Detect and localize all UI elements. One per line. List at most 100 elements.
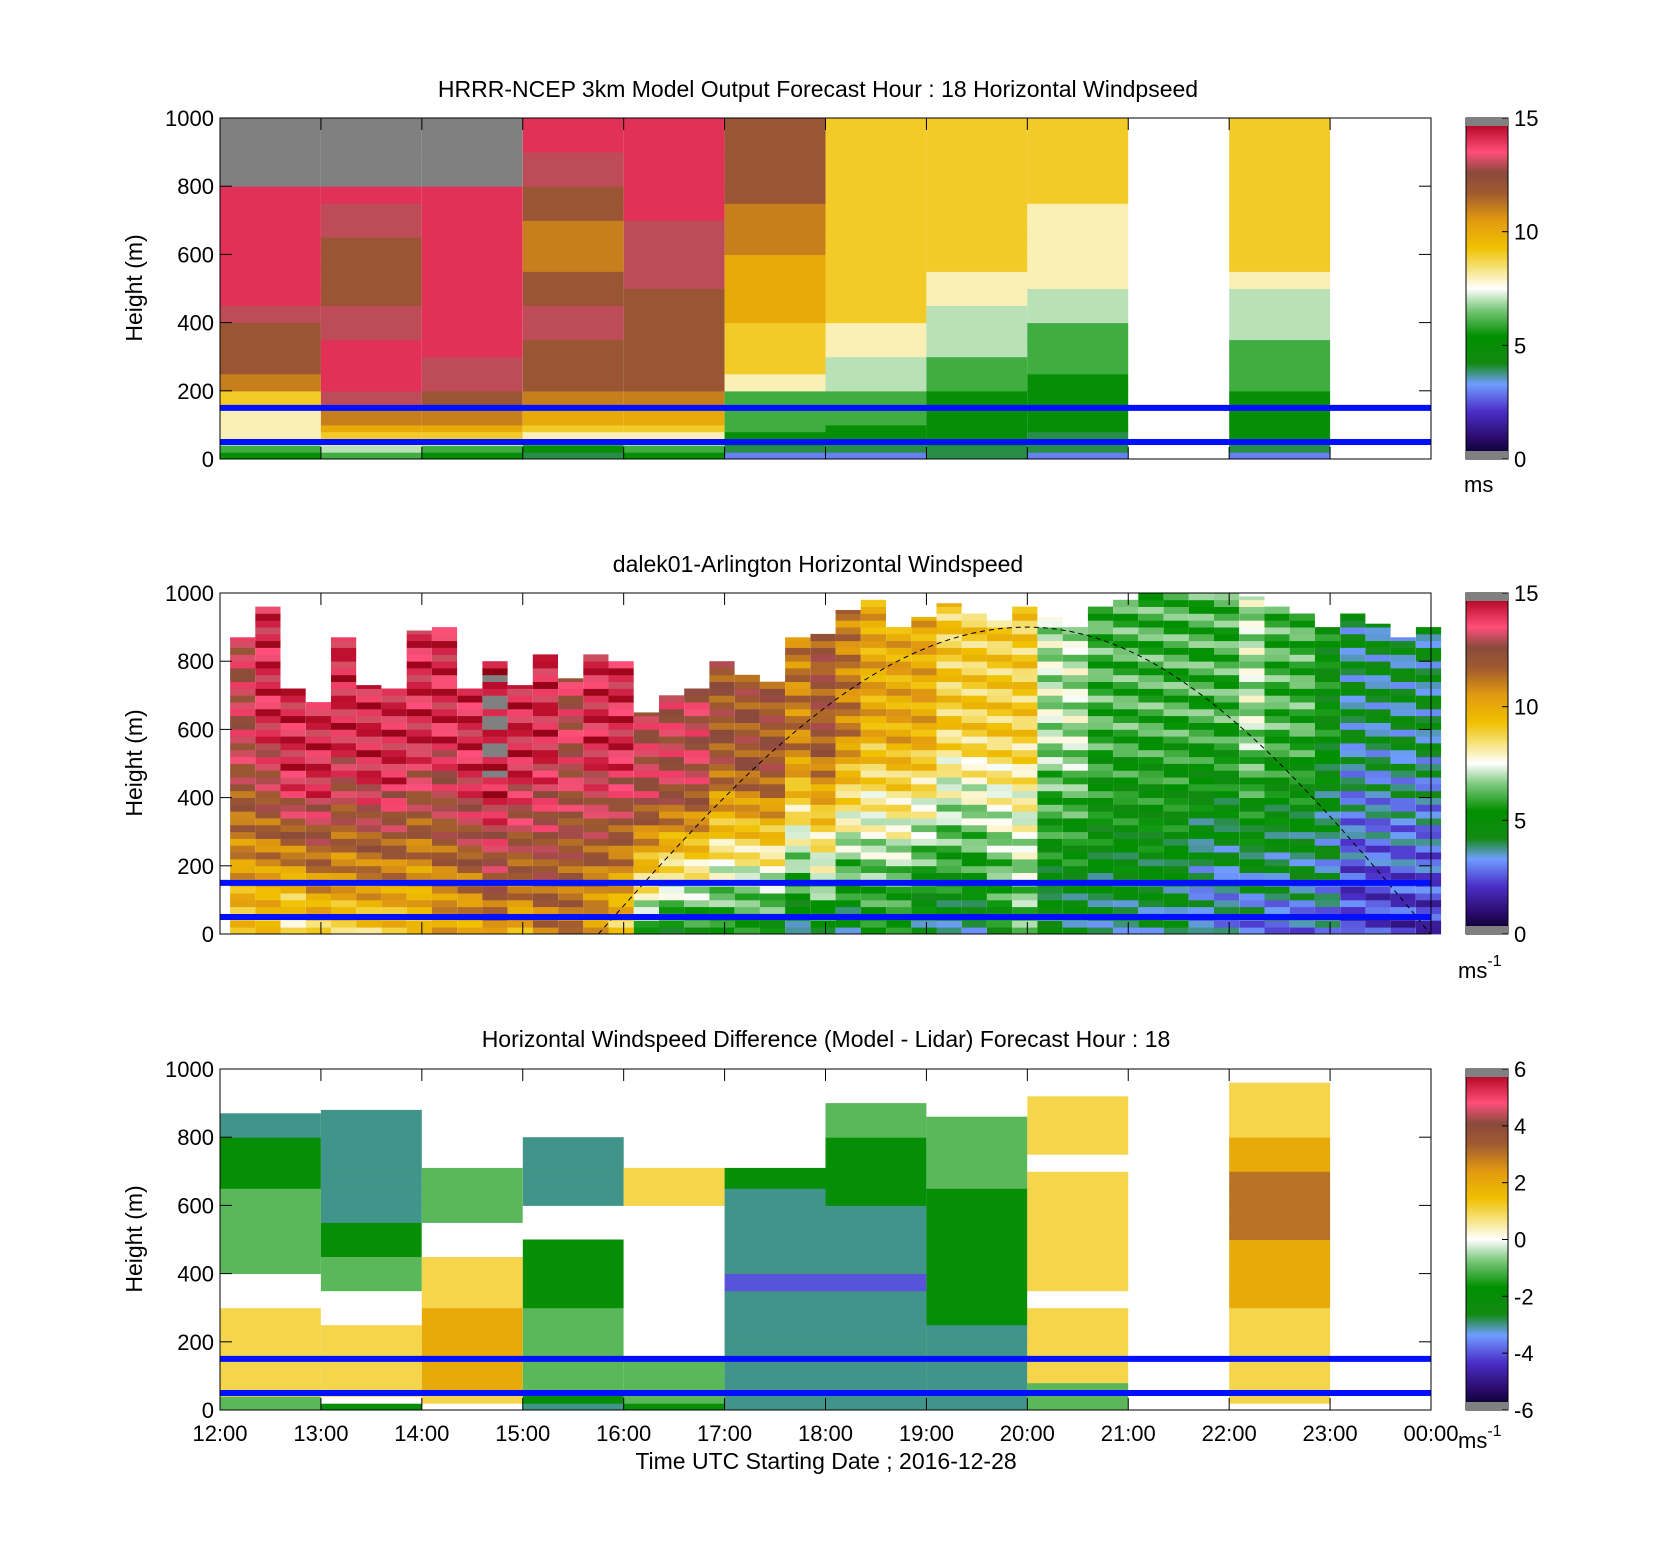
lidar-cell — [1214, 865, 1240, 873]
lidar-cell — [835, 702, 861, 710]
difference-cell — [623, 1205, 725, 1223]
difference-cell — [623, 1188, 725, 1206]
lidar-cell — [1390, 893, 1416, 901]
difference-cell — [522, 1324, 624, 1343]
lidar-cell — [961, 715, 987, 723]
difference-cell — [320, 1341, 422, 1360]
model-cell — [623, 373, 725, 392]
lidar-cell — [255, 674, 281, 682]
lidar-cell — [709, 920, 735, 928]
lidar-cell — [835, 893, 861, 901]
lidar-cell — [961, 893, 987, 901]
x-tick-label: 16:00 — [596, 1421, 651, 1446]
lidar-cell — [1113, 715, 1139, 723]
model-cell — [926, 237, 1028, 255]
lidar-cell — [633, 899, 659, 908]
lidar-cell — [1264, 777, 1290, 785]
lidar-cell — [1087, 743, 1114, 751]
lidar-cell — [280, 688, 306, 696]
lidar-cell — [987, 654, 1013, 662]
lidar-cell — [230, 784, 256, 792]
lidar-cell — [331, 872, 357, 880]
lidar-cell — [255, 661, 281, 669]
lidar-cell — [406, 893, 432, 901]
lidar-cell — [406, 804, 432, 812]
lidar-cell — [230, 893, 256, 901]
lidar-cell — [1415, 688, 1442, 696]
lidar-cell — [1314, 797, 1341, 805]
model-cell — [926, 288, 1028, 306]
lidar-cell — [734, 674, 760, 682]
difference-cell — [1229, 1188, 1331, 1206]
lidar-cell — [1289, 749, 1315, 758]
lidar-cell — [1415, 906, 1442, 914]
difference-cell — [320, 1109, 422, 1138]
difference-cell — [1229, 1403, 1331, 1411]
lidar-cell — [482, 729, 508, 737]
lidar-cell — [659, 708, 685, 717]
lidar-cell — [457, 736, 483, 744]
lidar-cell — [911, 620, 937, 628]
lidar-cell — [1340, 627, 1366, 635]
lidar-cell — [1314, 838, 1341, 846]
lidar-cell — [457, 838, 483, 846]
lidar-cell — [1012, 899, 1038, 908]
model-cell — [623, 390, 725, 409]
lidar-cell — [709, 824, 735, 833]
lidar-cell — [936, 620, 962, 628]
difference-cell — [724, 1256, 826, 1274]
lidar-cell — [1365, 824, 1391, 833]
lidar-cell — [759, 722, 786, 730]
lidar-cell — [987, 688, 1013, 696]
model-cell — [926, 424, 1028, 433]
lidar-cell — [886, 681, 912, 689]
lidar-cell — [1012, 927, 1038, 935]
panel-model-ylabel: Height (m) — [121, 234, 147, 341]
model-cell — [1027, 339, 1129, 358]
lidar-cell — [1214, 797, 1240, 805]
lidar-cell — [1138, 756, 1164, 764]
lidar-cell — [936, 603, 962, 607]
lidar-cell — [1188, 797, 1214, 805]
lidar-cell — [532, 899, 558, 908]
lidar-cell — [431, 736, 458, 744]
lidar-cell — [1113, 729, 1139, 737]
lidar-cell — [1239, 640, 1265, 648]
lidar-cell — [1188, 736, 1214, 744]
lidar-cell — [1087, 715, 1114, 723]
lidar-cell — [709, 865, 735, 873]
lidar-cell — [1340, 906, 1366, 914]
lidar-cell — [1365, 818, 1391, 826]
lidar-cell — [1239, 899, 1265, 908]
difference-cell — [1027, 1396, 1129, 1404]
lidar-cell — [1214, 777, 1240, 785]
panel-difference: Horizontal Windspeed Difference (Model -… — [121, 1026, 1534, 1453]
lidar-cell — [1012, 831, 1038, 839]
lidar-cell — [961, 702, 987, 710]
lidar-cell — [835, 899, 861, 908]
lidar-cell — [1037, 777, 1063, 785]
lidar-cell — [532, 872, 558, 880]
model-cell — [1229, 118, 1331, 153]
difference-cell — [623, 1396, 725, 1404]
lidar-cell — [1239, 893, 1265, 901]
lidar-cell — [860, 715, 886, 723]
lidar-cell — [1264, 654, 1290, 662]
lidar-cell — [482, 838, 508, 846]
model-cell — [825, 186, 927, 204]
lidar-cell — [1188, 811, 1214, 819]
lidar-cell — [608, 668, 634, 676]
lidar-cell — [532, 893, 558, 901]
lidar-cell — [255, 777, 281, 785]
lidar-cell — [1062, 893, 1088, 901]
model-cell — [320, 339, 422, 358]
lidar-cell — [785, 852, 811, 860]
lidar-cell — [1365, 763, 1391, 771]
lidar-cell — [356, 708, 382, 717]
lidar-cell — [1087, 899, 1114, 908]
lidar-cell — [1239, 702, 1265, 710]
lidar-cell — [532, 804, 558, 812]
model-cell — [220, 390, 321, 409]
lidar-cell — [1289, 688, 1315, 696]
